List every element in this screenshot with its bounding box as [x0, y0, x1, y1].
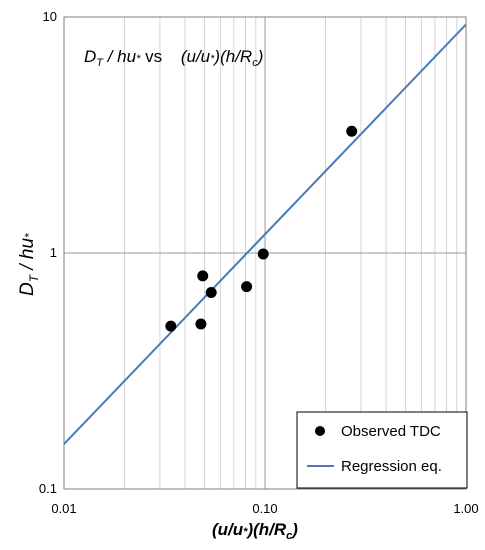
x-tick-label: 0.10: [252, 501, 277, 516]
data-point: [346, 125, 358, 137]
y-tick-label: 10: [43, 9, 57, 24]
data-point: [241, 281, 253, 293]
x-tick-label: 0.01: [51, 501, 76, 516]
regression-line: [63, 23, 467, 445]
legend-marker-observed: [315, 426, 325, 436]
data-point: [195, 318, 207, 330]
data-point: [165, 320, 177, 332]
data-point: [197, 270, 209, 282]
legend-box: [296, 411, 468, 489]
tick-labels: 0.01 0.10 1.00 0.1 1 10: [39, 9, 479, 516]
data-point: [257, 248, 269, 260]
x-tick-label: 1.00: [453, 501, 478, 516]
x-axis-title: (u/u*)(h/Rc): [212, 520, 298, 542]
plot-frame: [63, 16, 467, 490]
series-layer: [63, 23, 467, 445]
legend: Observed TDC Regression eq.: [296, 411, 468, 489]
data-point: [205, 287, 217, 299]
chart-title: DT / hu* vs (u/u*)(h/Rc): [84, 47, 263, 69]
y-axis-title: DT / hu*: [17, 233, 41, 296]
y-tick-label: 1: [50, 245, 57, 260]
y-tick-label: 0.1: [39, 481, 57, 496]
legend-label-regression: Regression eq.: [341, 458, 442, 475]
legend-label-observed: Observed TDC: [341, 423, 441, 440]
